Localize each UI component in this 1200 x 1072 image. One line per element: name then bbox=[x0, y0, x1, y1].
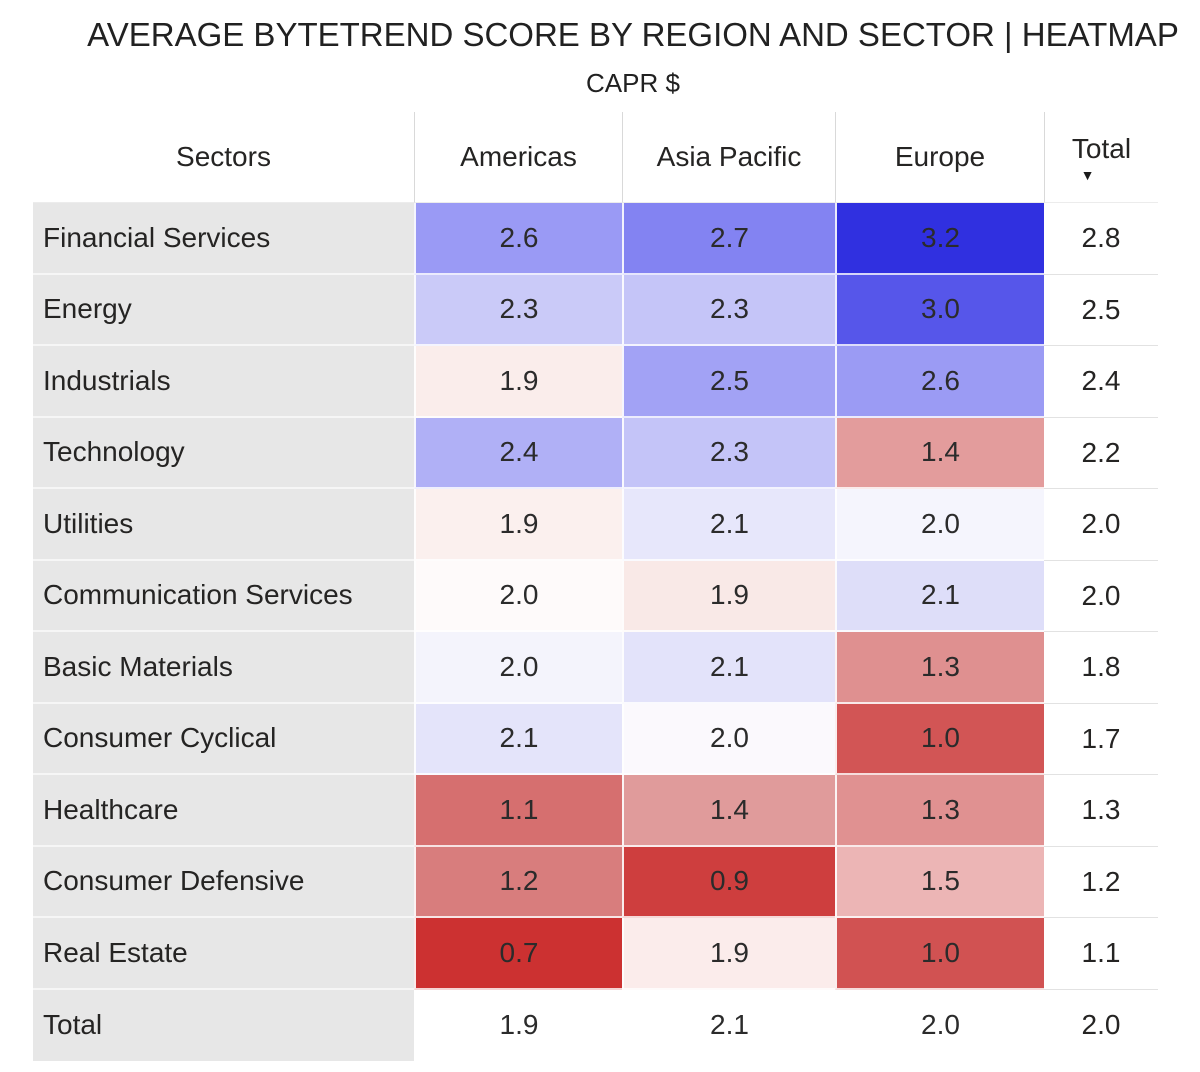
heatmap-cell[interactable]: 2.1 bbox=[622, 632, 835, 704]
heatmap-cell[interactable]: 1.4 bbox=[622, 775, 835, 847]
row-total-value: 2.0 bbox=[1044, 561, 1158, 632]
chart-title: AVERAGE BYTETREND SCORE BY REGION AND SE… bbox=[87, 16, 1179, 53]
column-total-value: 2.0 bbox=[835, 989, 1044, 1061]
heatmap-cell[interactable]: 2.4 bbox=[414, 417, 622, 489]
heatmap-cell[interactable]: 2.6 bbox=[414, 203, 622, 275]
column-header-europe[interactable]: Europe bbox=[835, 112, 1044, 203]
column-header-asia-pacific[interactable]: Asia Pacific bbox=[622, 112, 835, 203]
row-total-value: 2.2 bbox=[1044, 418, 1158, 489]
heatmap-cell[interactable]: 2.1 bbox=[622, 489, 835, 561]
row-label[interactable]: Energy bbox=[33, 274, 414, 346]
heatmap-cell[interactable]: 1.9 bbox=[622, 560, 835, 632]
row-total-value: 1.2 bbox=[1044, 847, 1158, 918]
heatmap-cell[interactable]: 2.7 bbox=[622, 203, 835, 275]
grand-total-value: 2.0 bbox=[1081, 1009, 1121, 1041]
heatmap-cell[interactable]: 2.3 bbox=[622, 417, 835, 489]
row-label[interactable]: Real Estate bbox=[33, 918, 414, 990]
chart-subtitle: CAPR $ bbox=[586, 68, 680, 98]
heatmap-cell[interactable]: 2.0 bbox=[414, 560, 622, 632]
heatmap-cell[interactable]: 1.3 bbox=[835, 632, 1044, 704]
heatmap-cell[interactable]: 2.0 bbox=[835, 489, 1044, 561]
column-header-sectors[interactable]: Sectors bbox=[33, 112, 414, 203]
heatmap-cell[interactable]: 2.3 bbox=[622, 274, 835, 346]
row-total-value: 2.8 bbox=[1044, 203, 1158, 275]
column-header-total[interactable]: Total ▼ bbox=[1044, 112, 1158, 203]
heatmap-grid: Sectors Americas Asia Pacific Europe Tot… bbox=[33, 112, 1158, 1061]
heatmap-cell[interactable]: 1.0 bbox=[835, 703, 1044, 775]
row-label[interactable]: Consumer Defensive bbox=[33, 846, 414, 918]
row-total-value: 1.1 bbox=[1044, 918, 1158, 990]
column-header-americas[interactable]: Americas bbox=[414, 112, 622, 203]
heatmap-cell[interactable]: 0.9 bbox=[622, 846, 835, 918]
row-label[interactable]: Communication Services bbox=[33, 560, 414, 632]
heatmap-cell[interactable]: 2.1 bbox=[414, 703, 622, 775]
column-total-value: 1.9 bbox=[414, 989, 622, 1061]
heatmap-cell[interactable]: 1.9 bbox=[414, 346, 622, 418]
heatmap-cell[interactable]: 3.2 bbox=[835, 203, 1044, 275]
row-label[interactable]: Technology bbox=[33, 417, 414, 489]
heatmap-cell[interactable]: 1.3 bbox=[835, 775, 1044, 847]
heatmap-cell[interactable]: 3.0 bbox=[835, 274, 1044, 346]
heatmap-cell[interactable]: 2.3 bbox=[414, 274, 622, 346]
row-label[interactable]: Basic Materials bbox=[33, 632, 414, 704]
heatmap-cell[interactable]: 2.0 bbox=[622, 703, 835, 775]
row-total-value: 2.5 bbox=[1044, 275, 1158, 346]
column-total-value: 2.1 bbox=[622, 989, 835, 1061]
sort-descending-icon[interactable]: ▼ bbox=[1080, 166, 1095, 183]
row-label[interactable]: Healthcare bbox=[33, 775, 414, 847]
row-label[interactable]: Utilities bbox=[33, 489, 414, 561]
heatmap-cell[interactable]: 2.5 bbox=[622, 346, 835, 418]
heatmap-cell[interactable]: 0.7 bbox=[414, 918, 622, 990]
row-total-value: 1.8 bbox=[1044, 632, 1158, 704]
heatmap-cell[interactable]: 1.1 bbox=[414, 775, 622, 847]
heatmap-cell[interactable]: 1.9 bbox=[414, 489, 622, 561]
row-label[interactable]: Financial Services bbox=[33, 203, 414, 275]
heatmap-cell[interactable]: 2.0 bbox=[414, 632, 622, 704]
row-total-value: 1.7 bbox=[1044, 704, 1158, 775]
row-label[interactable]: Consumer Cyclical bbox=[33, 703, 414, 775]
row-label[interactable]: Industrials bbox=[33, 346, 414, 418]
row-total-value: 2.4 bbox=[1044, 346, 1158, 418]
heatmap-cell[interactable]: 1.4 bbox=[835, 417, 1044, 489]
heatmap-cell[interactable]: 2.6 bbox=[835, 346, 1044, 418]
column-header-total-label: Total bbox=[1071, 132, 1132, 164]
heatmap-cell[interactable]: 1.2 bbox=[414, 846, 622, 918]
totals-row-label[interactable]: Total bbox=[33, 989, 414, 1061]
heatmap-cell[interactable]: 2.1 bbox=[835, 560, 1044, 632]
heatmap-cell[interactable]: 1.0 bbox=[835, 918, 1044, 990]
heatmap-cell[interactable]: 1.9 bbox=[622, 918, 835, 990]
row-total-value: 2.0 bbox=[1044, 489, 1158, 561]
row-total-value: 1.3 bbox=[1044, 775, 1158, 847]
heatmap-cell[interactable]: 1.5 bbox=[835, 846, 1044, 918]
